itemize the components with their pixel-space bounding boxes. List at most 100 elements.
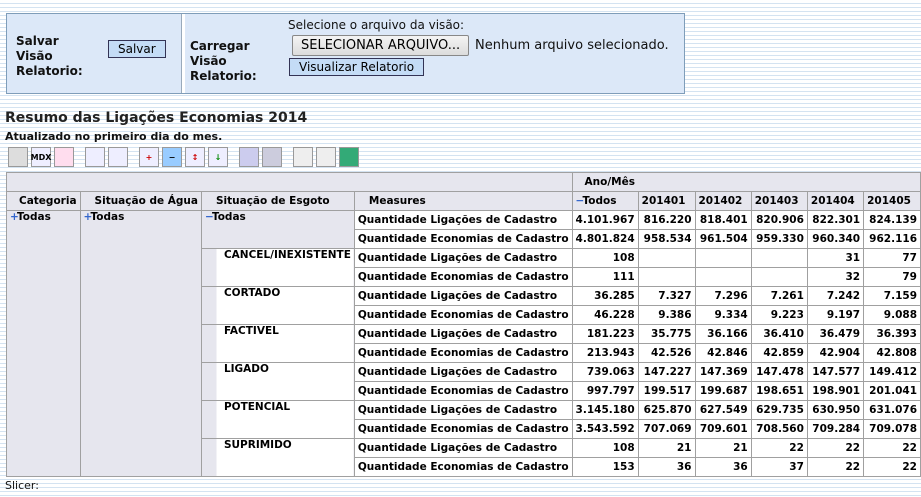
value-cell: 153 [571, 457, 639, 477]
cell-text: Quantidade Ligações de Cadastro [357, 214, 558, 226]
sort-icon[interactable] [54, 147, 74, 167]
cell-text: 959.330 [756, 233, 804, 245]
measure-cell: Quantidade Ligações de Cadastro [353, 362, 573, 382]
export-icon[interactable]: ↓ [208, 147, 228, 167]
cell-text: 213.943 [586, 347, 635, 359]
value-cell: 822.301 [806, 210, 865, 230]
value-cell: 198.651 [750, 381, 808, 401]
measure-cell: Quantidade Ligações de Cadastro [353, 248, 573, 268]
value-cell: 32 [806, 267, 865, 287]
cell-text: 21 [676, 442, 692, 454]
divider [181, 14, 185, 93]
measure-cell: Quantidade Economias de Cadastro [353, 343, 573, 363]
cell-text: LIGADO [223, 363, 269, 376]
column-header: 201402 [694, 191, 752, 211]
value-cell: 708.560 [750, 419, 808, 439]
value-cell: 36.410 [750, 324, 808, 344]
cell-text: 36 [676, 461, 692, 473]
value-cell: 9.197 [806, 305, 865, 325]
pdf-icon[interactable] [316, 147, 336, 167]
value-cell: 42.526 [637, 343, 696, 363]
value-cell: 959.330 [750, 229, 808, 249]
mdx-icon[interactable]: MDX [31, 147, 51, 167]
drill-icon[interactable]: ↕ [185, 147, 205, 167]
categoria-cell: +Todas [6, 210, 81, 477]
measure-cell: Quantidade Ligações de Cadastro [353, 210, 573, 230]
swap-icon[interactable] [108, 147, 128, 167]
cell-text: 36.479 [819, 328, 861, 340]
save-button[interactable]: Salvar [108, 40, 166, 58]
value-cell: 198.901 [806, 381, 865, 401]
column-header: 201404 [806, 191, 865, 211]
cell-text: 21 [733, 442, 748, 454]
slicer: Slicer: [5, 479, 39, 492]
column-header: −Todos [571, 191, 639, 211]
value-cell: 79 [863, 267, 921, 287]
plus-icon[interactable]: + [83, 211, 93, 224]
cell-text: Quantidade Economias de Cadastro [357, 347, 569, 359]
value-cell: 111 [571, 267, 639, 287]
toolbar: MDX + − ↕ ↓ [8, 147, 359, 169]
value-cell [694, 248, 752, 268]
value-cell: 709.601 [694, 419, 752, 439]
load-label: Carregar Visão Relatorio: [190, 39, 257, 83]
value-cell: 960.340 [806, 229, 865, 249]
cell-text: 627.549 [699, 404, 748, 416]
report-title: Resumo das Ligações Economias 2014 [5, 110, 308, 126]
chart-icon[interactable] [239, 147, 259, 167]
measure-cell: Quantidade Ligações de Cadastro [353, 438, 573, 458]
cell-text: 108 [612, 442, 635, 454]
measure-cell: Quantidade Economias de Cadastro [353, 229, 573, 249]
esgoto-cell: POTENCIAL [200, 400, 355, 439]
cell-text: Quantidade Ligações de Cadastro [357, 404, 558, 416]
column-header: 201403 [750, 191, 808, 211]
cell-text: 199.517 [643, 385, 692, 397]
cell-text: 149.412 [869, 366, 917, 378]
cube-icon[interactable] [8, 147, 28, 167]
cell-text: 111 [612, 271, 635, 283]
cell-text: SUPRIMIDO [223, 439, 292, 452]
cell-text: 36 [733, 461, 748, 473]
cell-text: 32 [845, 271, 861, 283]
cell-text: 201403 [754, 195, 799, 207]
measure-cell: Quantidade Ligações de Cadastro [353, 286, 573, 306]
value-cell: 7.296 [694, 286, 752, 306]
value-cell: 199.517 [637, 381, 696, 401]
file-button[interactable]: SELECIONAR ARQUIVO... [292, 35, 470, 56]
excel-icon[interactable] [339, 147, 359, 167]
table-icon[interactable] [85, 147, 105, 167]
cell-text: 9.197 [826, 309, 861, 321]
cell-text: 181.223 [586, 328, 635, 340]
cell-text: 201402 [698, 195, 743, 207]
cell-text: 77 [902, 252, 917, 264]
print-icon[interactable] [293, 147, 313, 167]
minus-icon[interactable]: − [575, 195, 585, 207]
cell-text: Measures [368, 195, 426, 207]
cell-text: 9.223 [770, 309, 804, 321]
value-cell: 42.904 [806, 343, 865, 363]
cell-text: 625.870 [643, 404, 692, 416]
value-cell: 46.228 [571, 305, 639, 325]
cell-text: Quantidade Economias de Cadastro [357, 233, 569, 245]
cell-text: 201401 [641, 195, 686, 207]
view-button[interactable]: Visualizar Relatorio [289, 58, 425, 76]
expand-icon[interactable]: + [139, 147, 159, 167]
cell-text: 962.116 [869, 233, 917, 245]
esgoto-cell: SUPRIMIDO [200, 438, 355, 477]
value-cell: 7.159 [863, 286, 921, 306]
cell-text: 199.687 [699, 385, 748, 397]
value-cell: 36.285 [571, 286, 639, 306]
chart-config-icon[interactable] [262, 147, 282, 167]
cell-text: 7.296 [714, 290, 748, 302]
value-cell: 3.543.592 [571, 419, 639, 439]
cell-text: 631.076 [869, 404, 917, 416]
plus-icon[interactable]: + [10, 211, 19, 224]
cell-text: 31 [845, 252, 861, 264]
value-cell: 36.479 [806, 324, 865, 344]
cell-text: 7.242 [826, 290, 861, 302]
collapse-icon[interactable]: − [162, 147, 182, 167]
minus-icon[interactable]: − [204, 211, 214, 224]
value-cell: 36 [637, 457, 696, 477]
value-cell: 625.870 [637, 400, 696, 420]
cell-text: 79 [902, 271, 917, 283]
